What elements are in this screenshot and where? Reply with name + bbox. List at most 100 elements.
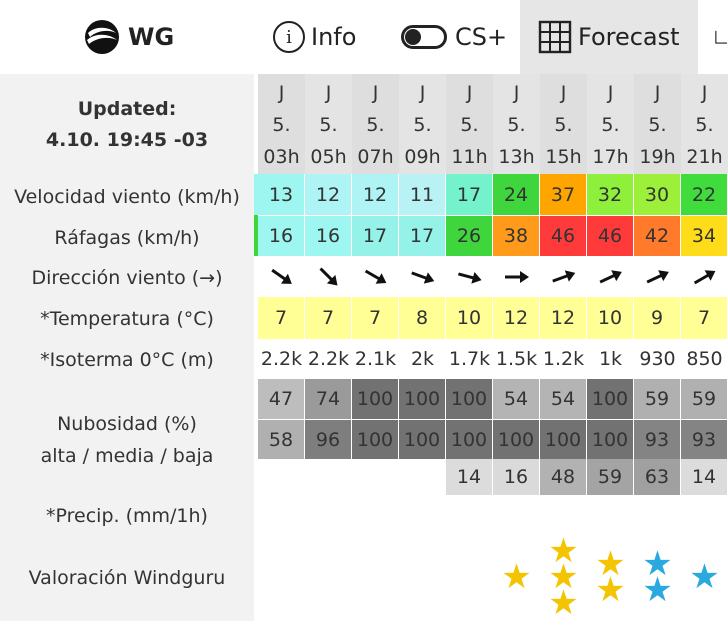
header-hour: 11h [451, 146, 488, 168]
forecast-column: J 5. 13h 24 38 12 1.5k 54 100 16 ★ [493, 74, 540, 621]
header-date: 5. [507, 114, 526, 136]
wind-arrow-icon [645, 270, 669, 284]
wind-speed-cell: 13 [258, 174, 305, 215]
wind-speed-cell: 30 [634, 174, 681, 215]
time-header: J 5. 17h [587, 74, 634, 174]
temperature-cell: 9 [634, 297, 681, 339]
gust-cell: 16 [305, 215, 352, 256]
label-rating: Valoración Windguru [28, 567, 226, 589]
header-hour: 03h [263, 146, 300, 168]
wind-arrow-icon [364, 269, 386, 284]
time-header: J 5. 11h [446, 74, 493, 174]
cloud-high-cell: 54 [540, 379, 587, 419]
header-date: 5. [366, 114, 385, 136]
logo-link[interactable]: WG [84, 0, 174, 74]
forecast-column: J 5. 07h 12 17 7 2.1k 100 100 [352, 74, 399, 621]
cloud-mid-cell: 100 [446, 419, 493, 459]
gust-cell: 17 [399, 215, 446, 256]
wind-speed-cell: 32 [587, 174, 634, 215]
rating-cell: ★ [681, 536, 728, 621]
updated-value: 4.10. 19:45 -03 [45, 129, 209, 151]
time-header: J 5. 19h [634, 74, 681, 174]
wind-arrow-icon [410, 271, 434, 284]
wind-direction-cell [399, 257, 446, 297]
logo-text: WG [128, 23, 175, 51]
cloud-high-cell: 100 [399, 379, 446, 419]
header-date: 5. [272, 114, 291, 136]
rating-star-icon: ★ [548, 582, 579, 621]
header-date: 5. [319, 114, 338, 136]
isotherm-cell: 1.5k [495, 348, 538, 370]
isotherm-cell: 850 [686, 348, 723, 370]
wind-arrow-icon [457, 271, 482, 284]
forecast-column: J 5. 05h 12 16 7 2.2k 74 96 [305, 74, 352, 621]
nav-cs-tab[interactable]: CS+ [401, 0, 507, 74]
wind-arrow-icon [598, 270, 622, 284]
chart-icon [715, 30, 728, 44]
label-wind-speed: Velocidad viento (km/h) [14, 185, 240, 208]
gust-cell: 46 [540, 215, 587, 256]
isotherm-cell: 1.2k [542, 348, 585, 370]
rating-star-icon: ★ [595, 569, 626, 610]
nav-chart-tab[interactable] [714, 0, 728, 74]
rating-star-icon: ★ [642, 569, 673, 610]
rating-cell [399, 536, 446, 621]
header-day: J [560, 82, 567, 104]
cloud-mid-cell: 58 [258, 419, 305, 459]
gust-cell: 26 [446, 215, 493, 256]
header-day: J [325, 82, 332, 104]
cloud-high-cell: 59 [634, 379, 681, 419]
wind-speed-cell: 17 [446, 174, 493, 215]
cloud-low-cell: 16 [493, 459, 540, 495]
isotherm-cell: 1.7k [448, 348, 491, 370]
rating-cell [305, 536, 352, 621]
rating-star-icon: ★ [642, 543, 673, 584]
temperature-cell: 12 [540, 297, 587, 339]
cloud-low-cell [258, 459, 305, 495]
gust-cell: 34 [681, 215, 728, 256]
forecast-column: J 5. 09h 11 17 8 2k 100 100 [399, 74, 446, 621]
temperature-cell: 7 [681, 297, 728, 339]
cloud-low-cell [305, 459, 352, 495]
windguru-logo-icon [85, 20, 119, 54]
label-direction: Dirección viento (→) [31, 267, 223, 289]
forecast-column: J 5. 11h 17 26 10 1.7k 100 100 14 [446, 74, 493, 621]
time-header: J 5. 15h [540, 74, 587, 174]
forecast-column: J 5. 17h 32 46 10 1k 100 100 59 ★ ★ [587, 74, 634, 621]
cloud-low-cell: 59 [587, 459, 634, 495]
header-day: J [466, 82, 473, 104]
row-labels: Updated: 4.10. 19:45 -03 Velocidad vient… [0, 74, 254, 621]
label-cloud-cover: Nubosidad (%) alta / media / baja [0, 400, 254, 480]
header-day: J [654, 82, 661, 104]
temperature-cell: 10 [446, 297, 493, 339]
wind-speed-cell: 12 [305, 174, 352, 215]
forecast-column: J 5. 03h 13 16 7 2.2k 47 58 [258, 74, 305, 621]
nav-info-tab[interactable]: i Info [273, 0, 356, 74]
time-header: J 5. 21h [681, 74, 728, 174]
cloud-high-cell: 74 [305, 379, 352, 419]
nav-forecast-label: Forecast [578, 23, 680, 51]
cloud-low-cell: 14 [446, 459, 493, 495]
rating-cell [446, 536, 493, 621]
wind-direction-cell [305, 257, 352, 297]
header-day: J [513, 82, 520, 104]
temperature-cell: 10 [587, 297, 634, 339]
wind-direction-cell [540, 257, 587, 297]
wind-arrow-icon [504, 271, 529, 283]
header-hour: 15h [545, 146, 582, 168]
label-temperature: *Temperatura (°C) [40, 308, 214, 330]
nav-forecast-tab[interactable]: Forecast [520, 0, 698, 74]
forecast-column: J 5. 15h 37 46 12 1.2k 54 100 48 ★ ★ ★ [540, 74, 587, 621]
rating-star-icon: ★ [689, 556, 720, 597]
temperature-cell: 7 [305, 297, 352, 339]
temperature-cell: 8 [399, 297, 446, 339]
gust-strip [254, 215, 258, 256]
label-cloud-line2: alta / media / baja [40, 445, 214, 467]
gust-cell: 16 [258, 215, 305, 256]
label-gusts: Ráfagas (km/h) [54, 226, 200, 249]
wind-arrow-icon [551, 270, 575, 283]
header-date: 5. [695, 114, 714, 136]
top-nav: WG i Info CS+ Forecast [0, 0, 728, 74]
time-header: J 5. 05h [305, 74, 352, 174]
header-hour: 09h [404, 146, 441, 168]
